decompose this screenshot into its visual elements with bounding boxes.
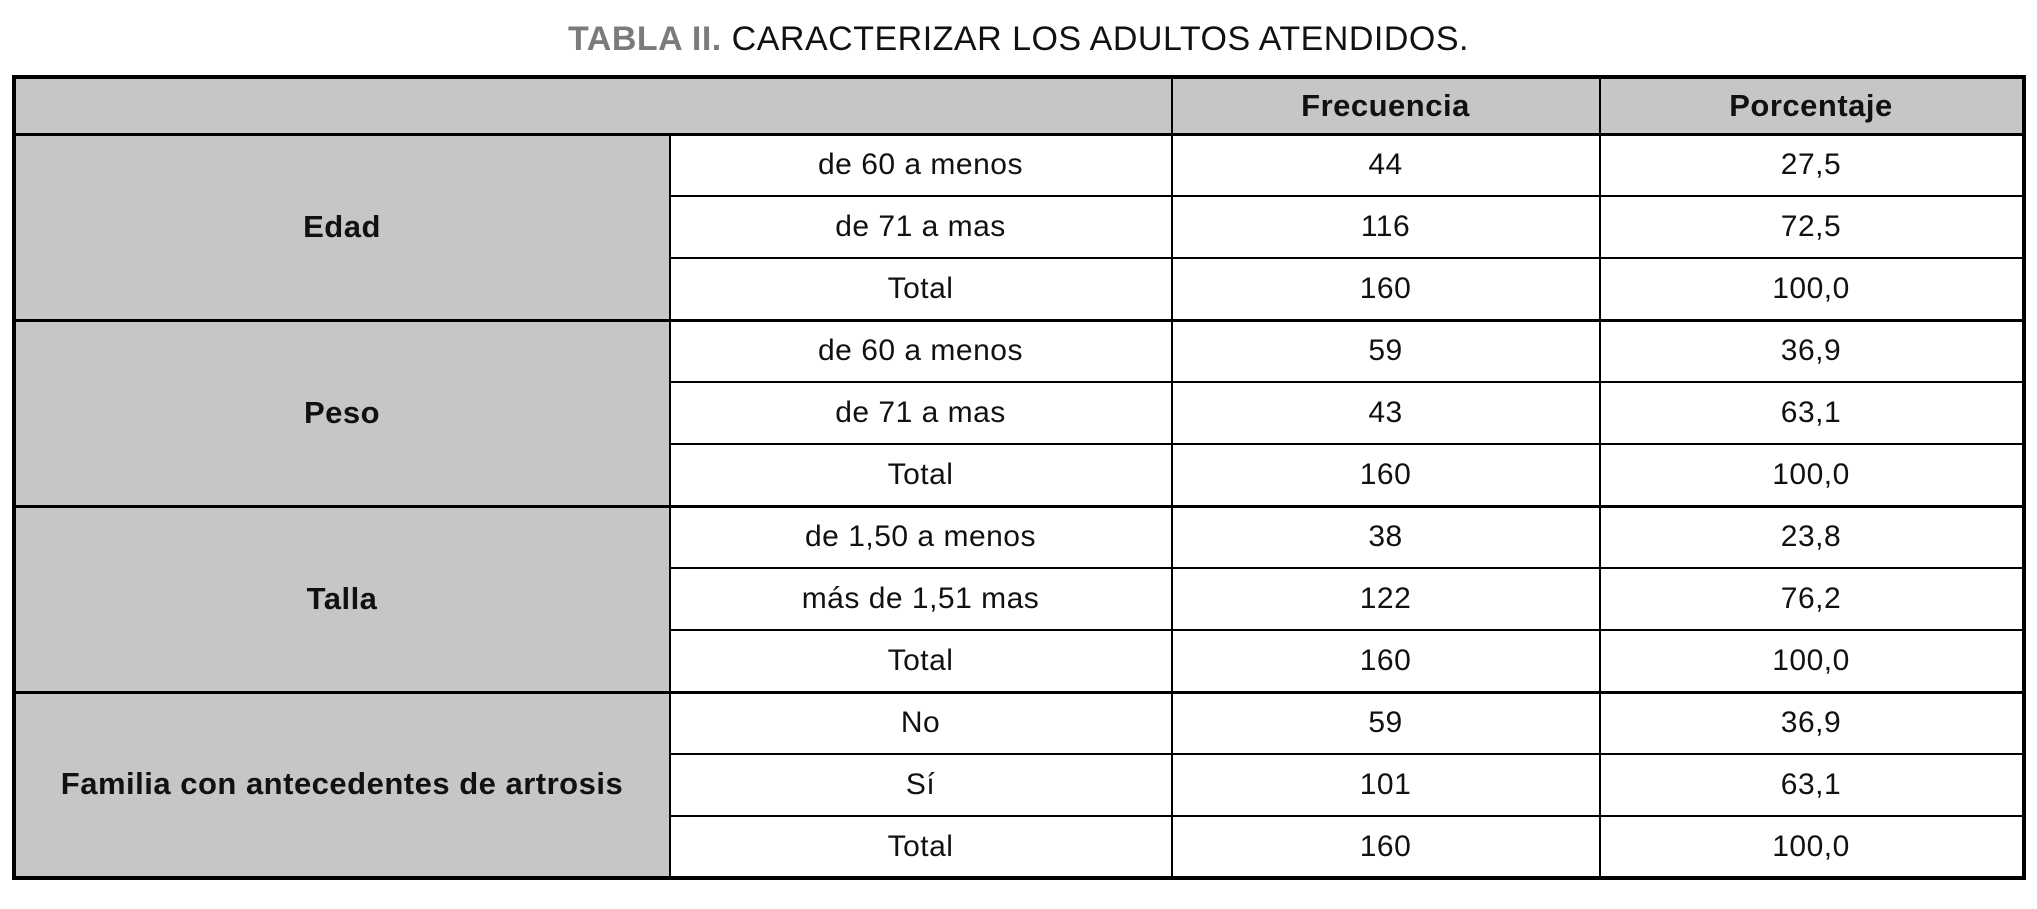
row-label-cell: de 60 a menos xyxy=(668,132,1173,197)
frequency-cell: 160 xyxy=(1170,629,1601,693)
frequency-cell: 160 xyxy=(1170,257,1601,321)
category-cell: Edad xyxy=(12,132,671,321)
row-label-cell: de 71 a mas xyxy=(668,381,1173,445)
frequency-cell: 43 xyxy=(1170,381,1601,445)
percentage-cell: 100,0 xyxy=(1598,815,2025,879)
header-porcentaje: Porcentaje xyxy=(1598,76,2025,136)
row-label-cell: Total xyxy=(668,815,1173,879)
frequency-cell: 59 xyxy=(1170,690,1601,755)
table-row: Familia con antecedentes de artrosis No … xyxy=(12,690,2025,879)
table-row: de 71 a mas 43 63,1 xyxy=(14,381,2025,445)
header-row: Frecuencia Porcentaje xyxy=(12,76,2025,136)
frequency-cell: 122 xyxy=(1170,567,1601,631)
row-label-cell: más de 1,51 mas xyxy=(668,567,1173,631)
table-title: TABLA II. CARACTERIZAR LOS ADULTOS ATEND… xyxy=(0,20,2037,59)
header-stub-cell xyxy=(12,76,1173,136)
category-cell: Familia con antecedentes de artrosis xyxy=(12,690,671,879)
table-row: Peso de 60 a menos 59 36,9 xyxy=(12,318,2025,507)
stats-table: Frecuencia Porcentaje Edad de 60 a menos… xyxy=(11,75,2026,880)
frequency-cell: 38 xyxy=(1170,504,1601,569)
frequency-cell: 101 xyxy=(1170,753,1601,817)
category-cell: Peso xyxy=(12,318,671,507)
percentage-cell: 36,9 xyxy=(1598,318,2025,383)
frequency-cell: 160 xyxy=(1170,815,1601,879)
row-label-cell: Total xyxy=(668,443,1173,507)
table-title-number: TABLA II. xyxy=(568,20,722,58)
table-row: Talla de 1,50 a menos 38 23,8 xyxy=(12,504,2025,693)
category-cell: Talla xyxy=(12,504,671,693)
table-row: Edad de 60 a menos 44 27,5 xyxy=(12,132,2025,321)
table-row: Total 160 100,0 xyxy=(14,257,2025,321)
table-row: Total 160 100,0 xyxy=(14,815,2025,879)
row-label-cell: de 1,50 a menos xyxy=(668,504,1173,569)
header-frecuencia: Frecuencia xyxy=(1170,76,1601,136)
row-label-cell: No xyxy=(668,690,1173,755)
table-row: Sí 101 63,1 xyxy=(14,753,2025,817)
row-label-cell: Total xyxy=(668,257,1173,321)
row-label-cell: Total xyxy=(668,629,1173,693)
percentage-cell: 76,2 xyxy=(1598,567,2025,631)
table-title-text: CARACTERIZAR LOS ADULTOS ATENDIDOS. xyxy=(731,20,1469,58)
percentage-cell: 100,0 xyxy=(1598,629,2025,693)
frequency-cell: 59 xyxy=(1170,318,1601,383)
table-row: más de 1,51 mas 122 76,2 xyxy=(14,567,2025,631)
percentage-cell: 63,1 xyxy=(1598,753,2025,817)
percentage-cell: 27,5 xyxy=(1598,132,2025,197)
frequency-cell: 44 xyxy=(1170,132,1601,197)
percentage-cell: 36,9 xyxy=(1598,690,2025,755)
percentage-cell: 23,8 xyxy=(1598,504,2025,569)
percentage-cell: 100,0 xyxy=(1598,257,2025,321)
row-label-cell: Sí xyxy=(668,753,1173,817)
frequency-cell: 160 xyxy=(1170,443,1601,507)
table-row: de 71 a mas 116 72,5 xyxy=(14,195,2025,259)
percentage-cell: 100,0 xyxy=(1598,443,2025,507)
percentage-cell: 72,5 xyxy=(1598,195,2025,259)
row-label-cell: de 71 a mas xyxy=(668,195,1173,259)
percentage-cell: 63,1 xyxy=(1598,381,2025,445)
table-row: Total 160 100,0 xyxy=(14,443,2025,507)
frequency-cell: 116 xyxy=(1170,195,1601,259)
table-row: Total 160 100,0 xyxy=(14,629,2025,693)
row-label-cell: de 60 a menos xyxy=(668,318,1173,383)
